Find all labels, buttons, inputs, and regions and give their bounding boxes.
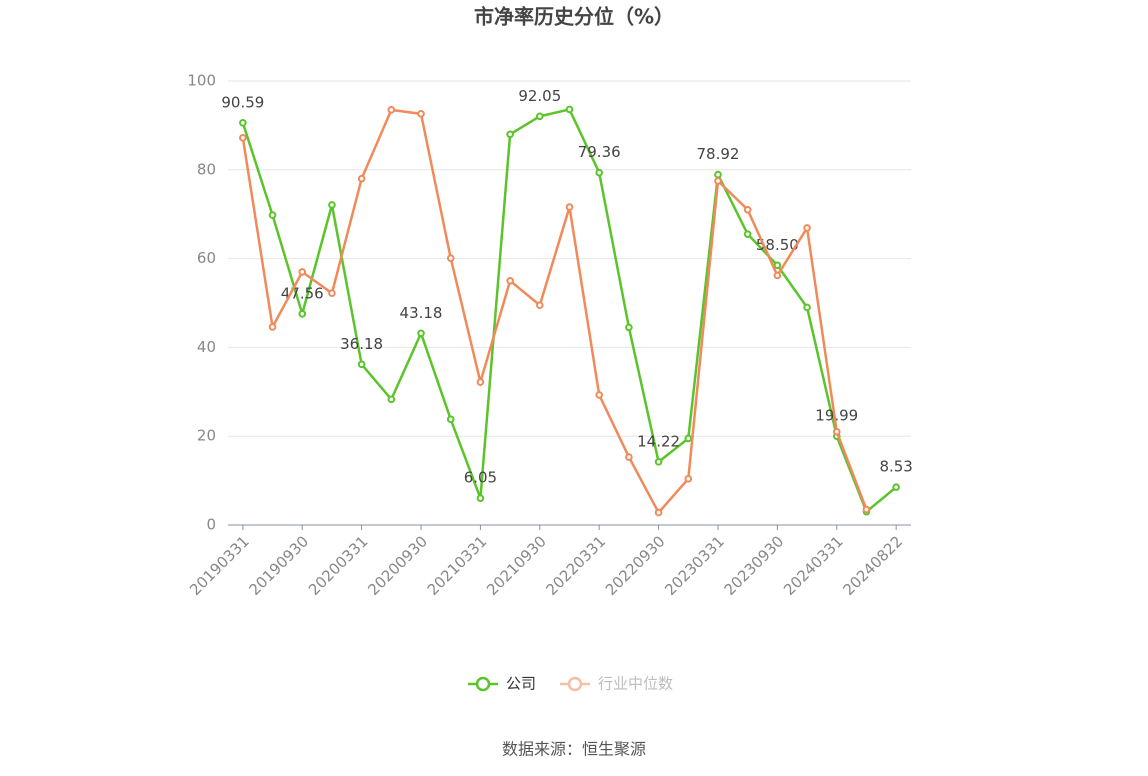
data-point — [298, 268, 307, 276]
x-tick-label: 20230331 — [661, 532, 728, 599]
data-point — [476, 494, 485, 502]
data-point — [417, 329, 425, 338]
series-line — [241, 108, 868, 515]
x-tick-label: 20220930 — [602, 532, 669, 599]
data-point — [714, 177, 722, 185]
y-tick-label: 60 — [197, 249, 216, 267]
data-label: 79.36 — [578, 143, 621, 161]
legend-item: 行业中位数 — [560, 675, 673, 693]
data-label: 19.99 — [815, 407, 858, 425]
legend-label: 行业中位数 — [598, 675, 673, 693]
data-point — [625, 453, 633, 461]
data-label: 47.56 — [281, 284, 324, 302]
data-point — [714, 170, 722, 179]
y-tick-label: 100 — [187, 72, 216, 90]
data-point — [268, 323, 277, 331]
x-tick-label: 20190331 — [186, 532, 253, 599]
data-point — [417, 110, 425, 118]
data-point — [803, 224, 811, 232]
data-point — [565, 203, 574, 211]
data-label: 92.05 — [518, 87, 561, 105]
data-point — [743, 205, 752, 214]
data-point — [892, 483, 900, 491]
data-point — [803, 303, 811, 312]
x-tick-label: 20200930 — [364, 532, 431, 599]
data-point — [536, 112, 544, 121]
data-point — [743, 230, 752, 238]
data-point — [298, 310, 307, 318]
data-point — [506, 277, 514, 285]
x-tick-label: 20220331 — [542, 532, 609, 599]
data-label: 6.05 — [464, 469, 497, 487]
x-tick-label: 20210930 — [483, 532, 550, 599]
data-label: 90.59 — [221, 93, 264, 111]
data-label: 14.22 — [637, 432, 680, 450]
data-point — [446, 254, 455, 262]
data-point — [506, 130, 514, 139]
x-tick-label: 20240822 — [839, 532, 906, 599]
data-point — [595, 168, 603, 177]
legend-item: 公司 — [468, 675, 536, 693]
legend-label: 公司 — [506, 675, 536, 693]
data-point — [773, 271, 782, 280]
data-point — [625, 323, 633, 332]
x-tick-label: 20240331 — [780, 532, 847, 599]
data-label: 43.18 — [400, 304, 443, 322]
data-point — [476, 378, 485, 386]
data-point — [595, 391, 603, 399]
data-label: 78.92 — [697, 145, 740, 163]
data-point — [862, 505, 871, 514]
legend-symbol — [567, 676, 583, 692]
data-point — [654, 508, 663, 517]
data-point — [328, 201, 336, 209]
y-tick-label: 80 — [197, 160, 216, 178]
data-point — [832, 427, 841, 436]
x-tick-label: 20230930 — [721, 532, 788, 599]
data-point — [328, 289, 336, 298]
data-point — [446, 415, 455, 424]
y-tick-label: 40 — [197, 338, 216, 356]
data-point — [387, 395, 396, 404]
data-point — [357, 174, 366, 183]
data-label: 8.53 — [879, 458, 912, 476]
y-tick-label: 20 — [197, 427, 216, 445]
y-tick-label: 0 — [206, 516, 216, 534]
data-point — [239, 118, 247, 127]
x-tick-label: 20200331 — [305, 532, 372, 599]
data-point — [387, 106, 396, 114]
data-point — [357, 360, 366, 369]
source-note: 数据来源：恒生聚源 — [502, 740, 646, 759]
legend-symbol — [475, 676, 491, 692]
data-point — [565, 105, 574, 114]
x-tick-label: 20190930 — [246, 532, 313, 599]
chart-title: 市净率历史分位（%） — [474, 5, 674, 29]
data-label: 36.18 — [340, 335, 383, 353]
data-point — [773, 261, 782, 270]
data-point — [684, 434, 693, 443]
data-point — [239, 134, 247, 142]
data-point — [536, 301, 544, 310]
data-point — [268, 211, 277, 219]
data-point — [684, 475, 693, 483]
x-tick-label: 20210331 — [424, 532, 491, 599]
data-point — [654, 458, 663, 466]
